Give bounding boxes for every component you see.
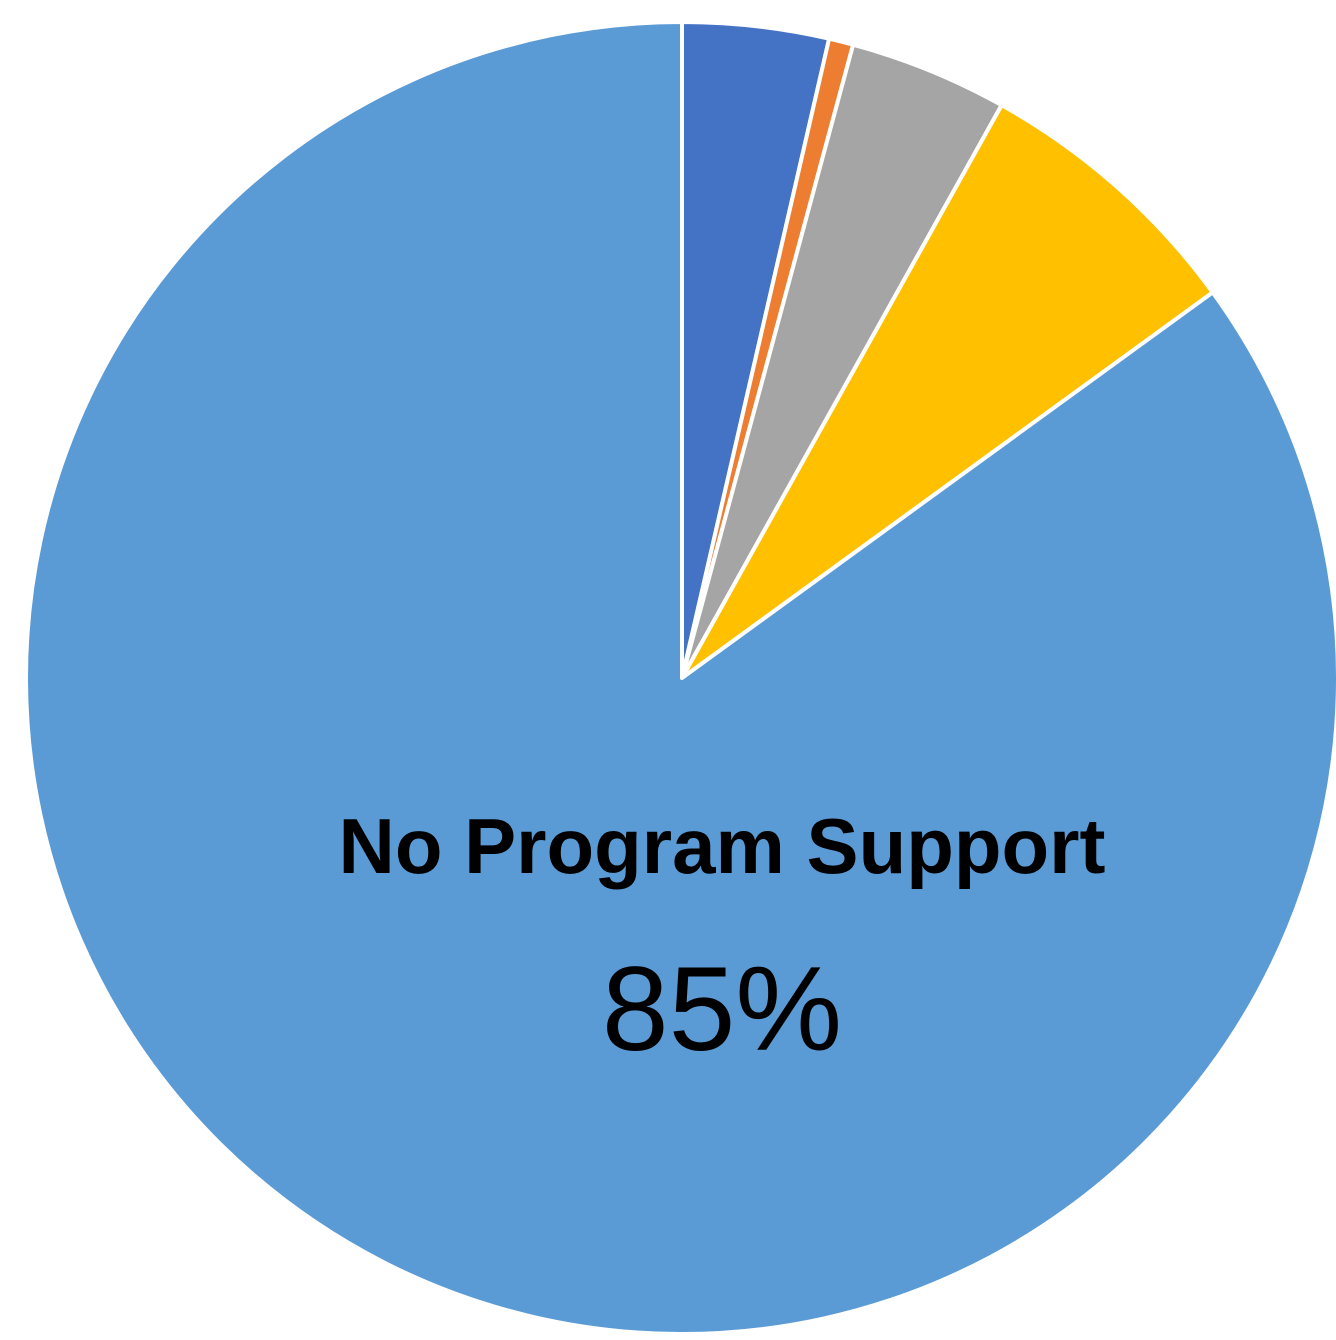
slice-category-label: No Program Support <box>338 802 1105 890</box>
pie-slice <box>24 20 1336 1336</box>
pie-slice <box>680 103 1215 680</box>
slice-value-label: 85% <box>602 942 842 1076</box>
